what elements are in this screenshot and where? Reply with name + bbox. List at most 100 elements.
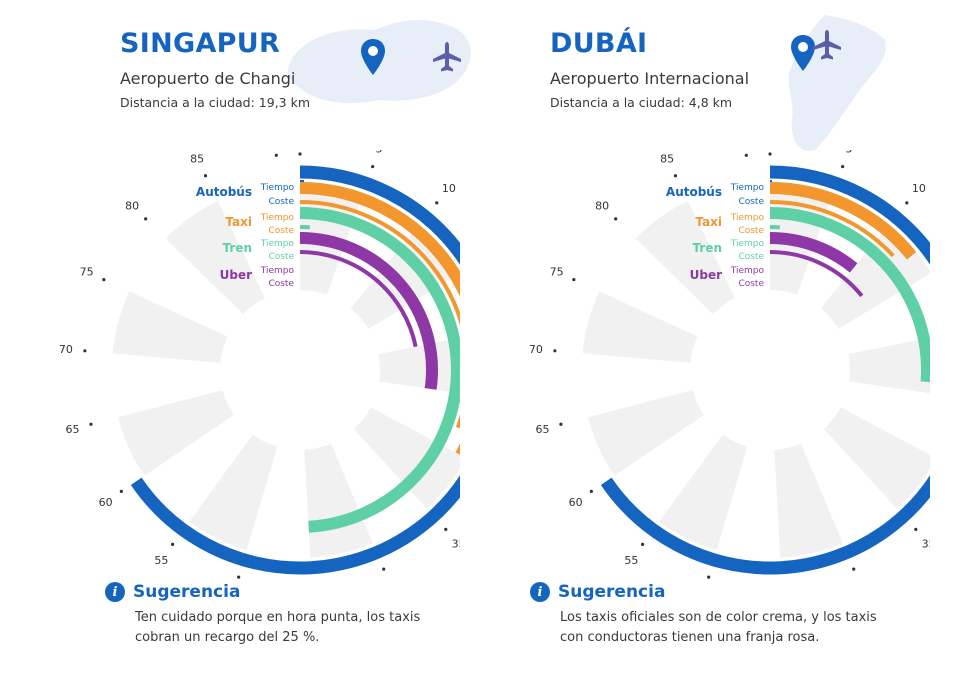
tick-mark	[83, 349, 87, 353]
tip-title: Sugerencia	[133, 582, 241, 602]
tip-title: Sugerencia	[558, 582, 666, 602]
legend-series-autobus-coste: Coste	[738, 197, 764, 207]
legend-series-uber-coste: Coste	[738, 279, 764, 289]
tick-label: 10	[912, 182, 926, 195]
distance-to-city: Distancia a la ciudad: 4,8 km	[550, 95, 733, 110]
legend-series-taxi-tiempo: Tiempo	[260, 213, 295, 223]
tick-mark	[144, 217, 148, 221]
distance-to-city: Distancia a la ciudad: 19,3 km	[120, 95, 311, 110]
background-wedge	[304, 443, 373, 558]
tick-mark	[707, 575, 711, 579]
tick-label: 80	[595, 200, 609, 213]
tick-mark	[382, 567, 386, 571]
legend-mode-autobus: Autobús	[666, 185, 722, 199]
tick-mark	[102, 277, 106, 282]
tick-mark	[914, 527, 918, 531]
tick-mark	[298, 152, 302, 156]
panel-dubai: DUBÁI Aeropuerto Internacional Distancia…	[470, 0, 930, 680]
legend-series-autobus-coste: Coste	[268, 197, 294, 207]
info-icon: i	[105, 582, 125, 602]
tick-mark	[841, 164, 845, 169]
legend-series-taxi-tiempo: Tiempo	[730, 213, 765, 223]
background-wedge	[118, 390, 234, 476]
tick-mark	[905, 201, 909, 205]
bar-uber-coste	[299, 250, 418, 348]
legend-series-taxi-coste: Coste	[738, 226, 764, 236]
legend-mode-uber: Uber	[690, 268, 722, 282]
background-wedge	[378, 337, 460, 394]
tick-label: 5	[376, 150, 383, 156]
background-wedge	[165, 200, 265, 315]
plane-icon	[813, 30, 841, 60]
legend-series-tren-coste: Coste	[268, 252, 294, 262]
bar-autobus-tiempo	[600, 165, 930, 575]
tick-mark	[119, 489, 123, 494]
background-wedge	[823, 407, 930, 509]
bar-taxi-coste	[299, 200, 460, 429]
bar-uber-tiempo	[299, 232, 438, 390]
legend-series-taxi-coste: Coste	[268, 226, 294, 236]
tick-mark	[614, 217, 618, 221]
info-icon: i	[530, 582, 550, 602]
tick-label: 85	[660, 153, 674, 166]
tick-mark	[89, 422, 93, 426]
background-wedge	[582, 291, 698, 363]
tip-text: Los taxis oficiales son de color crema, …	[560, 610, 877, 645]
airport-name: Aeropuerto Internacional	[550, 69, 750, 88]
tick-mark	[640, 542, 645, 547]
legend-mode-autobus: Autobús	[196, 185, 252, 199]
tick-mark	[203, 174, 208, 178]
tick-mark	[559, 422, 563, 426]
background-wedge	[659, 434, 748, 551]
legend-mode-tren: Tren	[693, 241, 722, 255]
background-wedge	[774, 443, 843, 558]
map-pin-icon	[361, 39, 385, 75]
legend-mode-taxi: Taxi	[225, 215, 252, 229]
tick-mark	[170, 542, 175, 547]
bar-uber-coste	[769, 250, 864, 298]
legend-mode-uber: Uber	[220, 268, 252, 282]
airport-name: Aeropuerto de Changi	[120, 69, 296, 88]
tick-label: 75	[550, 266, 564, 279]
legend-mode-tren: Tren	[223, 241, 252, 255]
bar-tren-tiempo	[299, 207, 460, 533]
bar-autobus-coste	[300, 180, 304, 184]
background-wedge	[848, 337, 930, 394]
tick-label: 75	[80, 266, 94, 279]
tick-mark	[673, 174, 678, 178]
tick-label: 35	[452, 537, 460, 550]
tick-label: 65	[536, 423, 550, 436]
tick-mark	[371, 164, 375, 169]
radial-chart-dubai: 051015202530354045505560657075808590 Aut…	[529, 150, 930, 579]
legend-series-uber-tiempo: Tiempo	[260, 266, 295, 276]
bar-autobus-tiempo	[130, 165, 460, 575]
city-title: DUBÁI	[550, 28, 648, 59]
tick-mark	[237, 575, 241, 579]
tick-label: 65	[66, 423, 80, 436]
tick-label: 85	[190, 153, 204, 166]
panel-singapur: SINGAPUR Aeropuerto de Changi Distancia …	[0, 0, 471, 680]
tick-label: 55	[624, 554, 638, 567]
legend-mode-taxi: Taxi	[695, 215, 722, 229]
radial-chart-singapur: 051015202530354045505560657075808590 Aut…	[59, 150, 460, 579]
bar-taxi-tiempo	[299, 182, 460, 455]
legend-series-autobus-tiempo: Tiempo	[730, 183, 765, 193]
legend-series-tren-tiempo: Tiempo	[730, 239, 765, 249]
legend-series-tren-tiempo: Tiempo	[260, 239, 295, 249]
plane-icon	[433, 42, 461, 72]
city-title: SINGAPUR	[120, 28, 281, 59]
legend-series-tren-coste: Coste	[738, 252, 764, 262]
tick-mark	[444, 527, 448, 531]
bar-taxi-coste	[769, 200, 895, 258]
bar-autobus-coste	[770, 180, 772, 184]
bar-taxi-tiempo	[769, 182, 917, 260]
tip-box: i Sugerencia Ten cuidado porque en hora …	[105, 582, 445, 648]
tick-mark	[589, 489, 593, 494]
background-wedge	[635, 200, 735, 315]
tick-mark	[435, 201, 439, 205]
legend-series-uber-tiempo: Tiempo	[730, 266, 765, 276]
background-wedge	[112, 291, 228, 363]
tick-label: 60	[99, 496, 113, 509]
tick-mark	[852, 567, 856, 571]
tick-label: 70	[529, 343, 543, 356]
